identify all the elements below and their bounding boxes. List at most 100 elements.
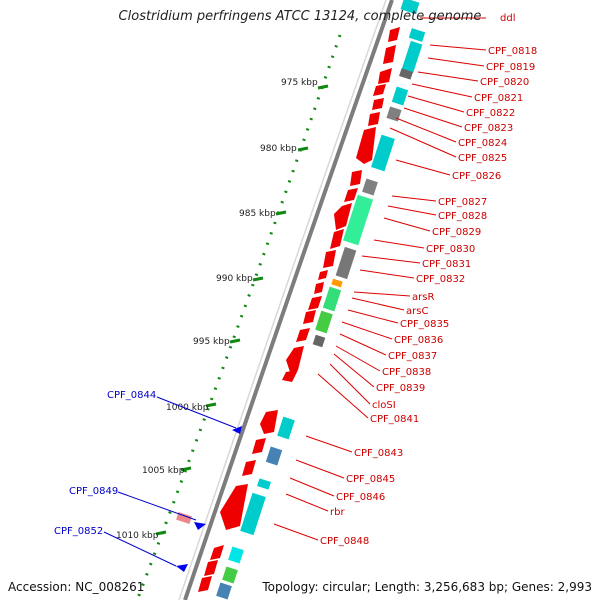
feature-block: [257, 478, 271, 490]
gene-label[interactable]: CPF_0846: [336, 492, 385, 503]
gene-label[interactable]: CPF_0829: [432, 227, 481, 238]
gene-label[interactable]: CPF_0837: [388, 351, 437, 362]
cds-arrow: [260, 410, 278, 434]
kbp-tick-mark: [205, 402, 217, 408]
feature-block: [240, 492, 266, 536]
cds-arrow: [373, 84, 386, 96]
cds-arrow: [252, 438, 266, 454]
gene-label[interactable]: CPF_0818: [488, 46, 537, 57]
left-strand-markers: [176, 426, 242, 572]
kbp-scale: 975 kbp 980 kbp 985 kbp 990 kbp 995 kbp …: [116, 78, 329, 541]
cds-arrow: [210, 545, 224, 560]
gene-label[interactable]: CPF_0848: [320, 536, 369, 547]
gene-label[interactable]: CPF_0820: [480, 77, 529, 88]
kbp-tick-label: 1000 kbp: [166, 403, 209, 413]
gene-label[interactable]: arsC: [406, 306, 428, 317]
cds-arrow: [314, 282, 324, 294]
gene-label[interactable]: CPF_0845: [346, 474, 395, 485]
gene-label[interactable]: CPF_0852: [54, 526, 103, 537]
gene-label[interactable]: CPF_0823: [464, 123, 513, 134]
kbp-tick-mark: [275, 210, 287, 216]
kbp-tick-mark: [229, 338, 241, 344]
feature-block: [277, 416, 295, 440]
cds-arrow: [198, 576, 212, 592]
gene-label[interactable]: CPF_0831: [422, 259, 471, 270]
cds-arrow: [356, 127, 376, 164]
reverse-strand-features: [216, 0, 426, 600]
feature-block: [371, 134, 395, 172]
kbp-tick-mark: [252, 276, 264, 282]
feature-block: [315, 310, 333, 334]
feature-block: [228, 546, 244, 564]
cds-arrow: [330, 229, 344, 249]
gene-label[interactable]: CPF_0839: [376, 383, 425, 394]
kbp-tick-mark: [180, 466, 192, 472]
cds-arrow: [282, 370, 298, 382]
blue-arrow-marker: [194, 522, 206, 530]
gene-label[interactable]: CPF_0844: [107, 390, 156, 401]
cds-arrow: [303, 310, 316, 324]
left-leader-lines: [103, 396, 237, 567]
cds-arrow: [242, 460, 256, 476]
gene-label[interactable]: CPF_0825: [458, 153, 507, 164]
feature-block: [342, 194, 374, 246]
gene-label[interactable]: CPF_0824: [458, 138, 507, 149]
feature-block: [362, 178, 378, 196]
genome-backbone-inner: [178, 0, 387, 600]
feature-block: [216, 582, 232, 600]
gene-label[interactable]: CPF_0821: [474, 93, 523, 104]
gene-label[interactable]: CPF_0843: [354, 448, 403, 459]
right-leader-lines: [273, 17, 487, 541]
gene-label[interactable]: ddl: [500, 13, 515, 24]
cds-arrow: [334, 203, 352, 230]
feature-block: [222, 566, 238, 584]
gene-label[interactable]: CPF_0841: [370, 414, 419, 425]
pink-feature: [176, 512, 192, 524]
blue-arrow-marker: [176, 564, 188, 572]
feature-block: [322, 286, 342, 312]
feature-block: [386, 106, 402, 122]
kbp-tick-label: 995 kbp: [193, 337, 230, 347]
gene-label[interactable]: CPF_0835: [400, 319, 449, 330]
feature-block: [331, 278, 343, 288]
feature-block: [391, 86, 409, 106]
cds-arrow: [204, 560, 218, 576]
cds-arrow: [286, 346, 304, 372]
genome-title: Clostridium perfringens ATCC 13124, comp…: [118, 9, 482, 24]
gene-label[interactable]: rbr: [330, 507, 345, 518]
kbp-tick-label: 990 kbp: [216, 274, 253, 284]
feature-block: [401, 40, 423, 74]
kbp-tick-label: 980 kbp: [260, 144, 297, 154]
kbp-tick-mark: [317, 84, 329, 90]
accession-text: Accession: NC_008261: [8, 580, 145, 594]
topology-text: Topology: circular; Length: 3,256,683 bp…: [262, 580, 592, 594]
blue-arrow-marker: [232, 426, 242, 434]
gene-label[interactable]: CPF_0830: [426, 244, 475, 255]
gene-label[interactable]: CPF_0836: [394, 335, 443, 346]
gene-label[interactable]: CPF_0826: [452, 171, 501, 182]
cds-arrow: [388, 27, 400, 42]
gene-label[interactable]: CPF_0832: [416, 274, 465, 285]
gene-label[interactable]: CPF_0828: [438, 211, 487, 222]
genome-backbone: [183, 0, 394, 600]
right-gene-labels: ddl CPF_0818 CPF_0819 CPF_0820 CPF_0821 …: [320, 13, 537, 547]
gene-label[interactable]: arsR: [412, 292, 434, 303]
kbp-tick-label: 985 kbp: [239, 209, 276, 219]
feature-block: [265, 446, 283, 466]
kbp-tick-mark: [297, 146, 309, 152]
kbp-tick-label: 1010 kbp: [116, 531, 159, 541]
cds-arrow: [296, 328, 310, 342]
left-gene-labels: CPF_0844 CPF_0849 CPF_0852: [54, 390, 156, 537]
gene-label[interactable]: CPF_0819: [486, 62, 535, 73]
gene-label[interactable]: CPF_0822: [466, 108, 515, 119]
gene-label[interactable]: CPF_0849: [69, 486, 118, 497]
cds-arrow: [220, 484, 248, 530]
gene-label[interactable]: cloSI: [372, 400, 396, 411]
gene-label[interactable]: CPF_0827: [438, 197, 487, 208]
gene-label[interactable]: CPF_0838: [382, 367, 431, 378]
feature-block: [399, 68, 413, 80]
feature-block: [400, 0, 420, 15]
feature-block: [312, 334, 326, 348]
cds-arrow: [372, 98, 384, 110]
